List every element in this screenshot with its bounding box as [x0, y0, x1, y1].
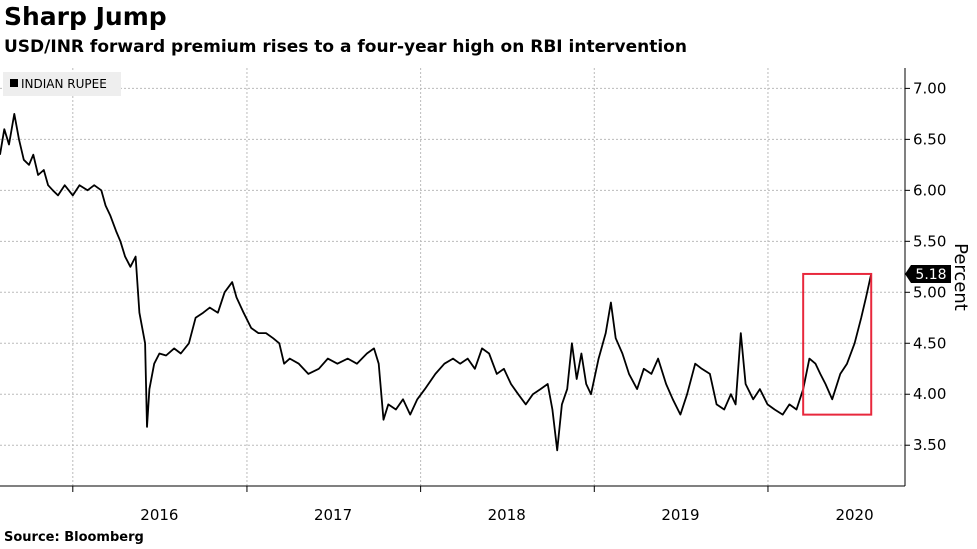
highlight-box — [802, 272, 873, 416]
grid — [0, 68, 905, 486]
last-value-badge — [905, 264, 951, 283]
x-tick-label: 2020 — [835, 506, 873, 524]
y-tick-label: 3.50 — [913, 436, 946, 454]
y-tick-label: 6.00 — [913, 181, 946, 199]
y-tick-label: 5.00 — [913, 283, 946, 301]
y-tick-label: 4.00 — [913, 385, 946, 403]
x-tick-label: 2017 — [314, 506, 352, 524]
y-tick-label: 4.50 — [913, 334, 946, 352]
y-tick-label: 5.50 — [913, 232, 946, 250]
x-tick-label: 2016 — [140, 506, 178, 524]
legend-box — [3, 72, 121, 96]
y-tick-label: 7.00 — [913, 79, 946, 97]
axes: 3.50 4.00 4.50 5.00 5.50 6.00 6.50 7.00 2016 2017… — [0, 68, 971, 524]
x-tick-label: 2018 — [488, 506, 526, 524]
source-note: Source: Bloomberg — [4, 530, 144, 545]
legend-label: INDIAN RUPEE — [21, 77, 107, 91]
series-line-indian-rupee — [0, 113, 873, 452]
x-tick-label: 2019 — [661, 506, 699, 524]
y-tick-label: 6.50 — [913, 130, 946, 148]
series-layer — [0, 113, 873, 452]
chart-subtitle: USD/INR forward premium rises to a four-… — [4, 37, 687, 57]
annotations: 5.18 INDIAN RUPEE — [3, 72, 951, 416]
y-axis-label: Percent — [950, 243, 971, 311]
chart-title: Sharp Jump — [4, 2, 167, 31]
last-value-label: 5.18 — [915, 267, 946, 283]
legend-swatch — [10, 79, 18, 87]
